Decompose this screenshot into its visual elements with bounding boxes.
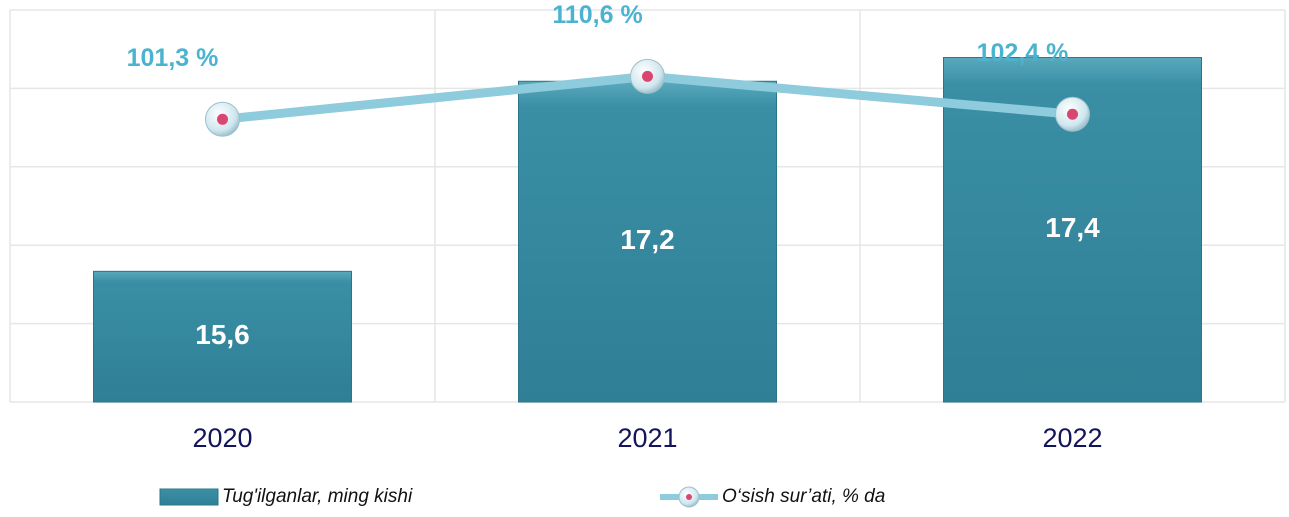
line-value-label: 110,6 % — [552, 1, 642, 29]
line-point-core — [1067, 108, 1078, 120]
legend-label: Tug'ilganlar, ming kishi — [222, 486, 413, 507]
bar-value-label: 17,4 — [1045, 212, 1100, 243]
line-point-core — [642, 70, 653, 82]
legend-swatch — [159, 488, 219, 506]
x-tick-label: 2020 — [192, 423, 252, 453]
bar-value-label: 17,2 — [620, 224, 675, 255]
line-value-label: 101,3 % — [127, 44, 219, 72]
legend-label: O‘sish sur’ati, % da — [722, 486, 885, 507]
bar — [518, 80, 777, 403]
line-point-core — [217, 113, 228, 125]
x-tick-label: 2022 — [1042, 423, 1102, 453]
bar-value-label: 15,6 — [195, 319, 250, 350]
legend: Tug'ilganlar, ming kishi O‘sish sur’ati, … — [159, 486, 885, 508]
marks: 2020 2021 2022 15,6 17,2 17,4 101,3 % 110,6 % 10… — [93, 1, 1202, 453]
legend-swatch-core — [686, 494, 692, 500]
x-tick-label: 2021 — [617, 423, 677, 453]
bar — [93, 270, 352, 403]
line-value-label: 102,4 % — [977, 39, 1069, 67]
